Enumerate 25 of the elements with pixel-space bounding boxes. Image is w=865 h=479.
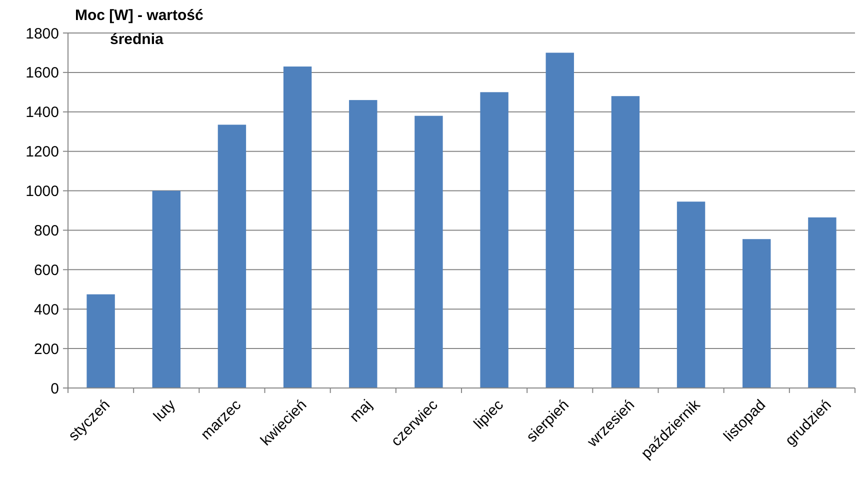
bar xyxy=(414,116,443,388)
bar xyxy=(283,66,312,388)
bar xyxy=(546,52,574,388)
y-tick-label: 1600 xyxy=(26,64,59,82)
bar xyxy=(676,202,706,388)
bar xyxy=(86,294,115,388)
bar xyxy=(218,124,246,388)
bar xyxy=(152,190,180,388)
y-tick-label: 1400 xyxy=(26,104,59,122)
bar xyxy=(742,239,771,388)
y-tick-label: 800 xyxy=(34,222,59,240)
y-tick-label: 1800 xyxy=(26,25,59,42)
y-tick-label: 600 xyxy=(34,262,59,279)
y-tick-label: 0 xyxy=(50,380,59,398)
bar xyxy=(611,96,640,388)
y-tick-label: 400 xyxy=(34,301,59,318)
bar xyxy=(349,100,378,388)
y-tick-label: 1000 xyxy=(26,183,59,200)
bar xyxy=(808,217,836,388)
y-tick-label: 200 xyxy=(34,340,59,358)
y-tick-label: 1200 xyxy=(26,144,59,161)
bar xyxy=(480,92,508,388)
x-tick-label: maj xyxy=(346,396,376,426)
chart-title: Moc [W] - wartość średnia xyxy=(75,7,204,48)
x-tick-label: luty xyxy=(150,396,180,426)
